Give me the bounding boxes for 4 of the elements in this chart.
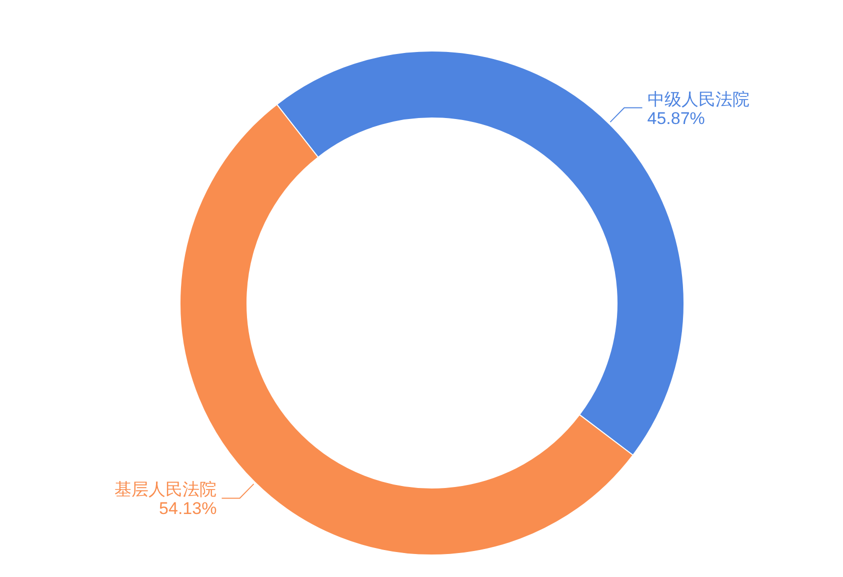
slice-label: 中级人民法院 <box>647 90 750 110</box>
data-label: 45.87% <box>647 108 705 128</box>
slice-label: 基层人民法院 <box>114 480 217 500</box>
data-label: 54.13% <box>159 499 217 518</box>
